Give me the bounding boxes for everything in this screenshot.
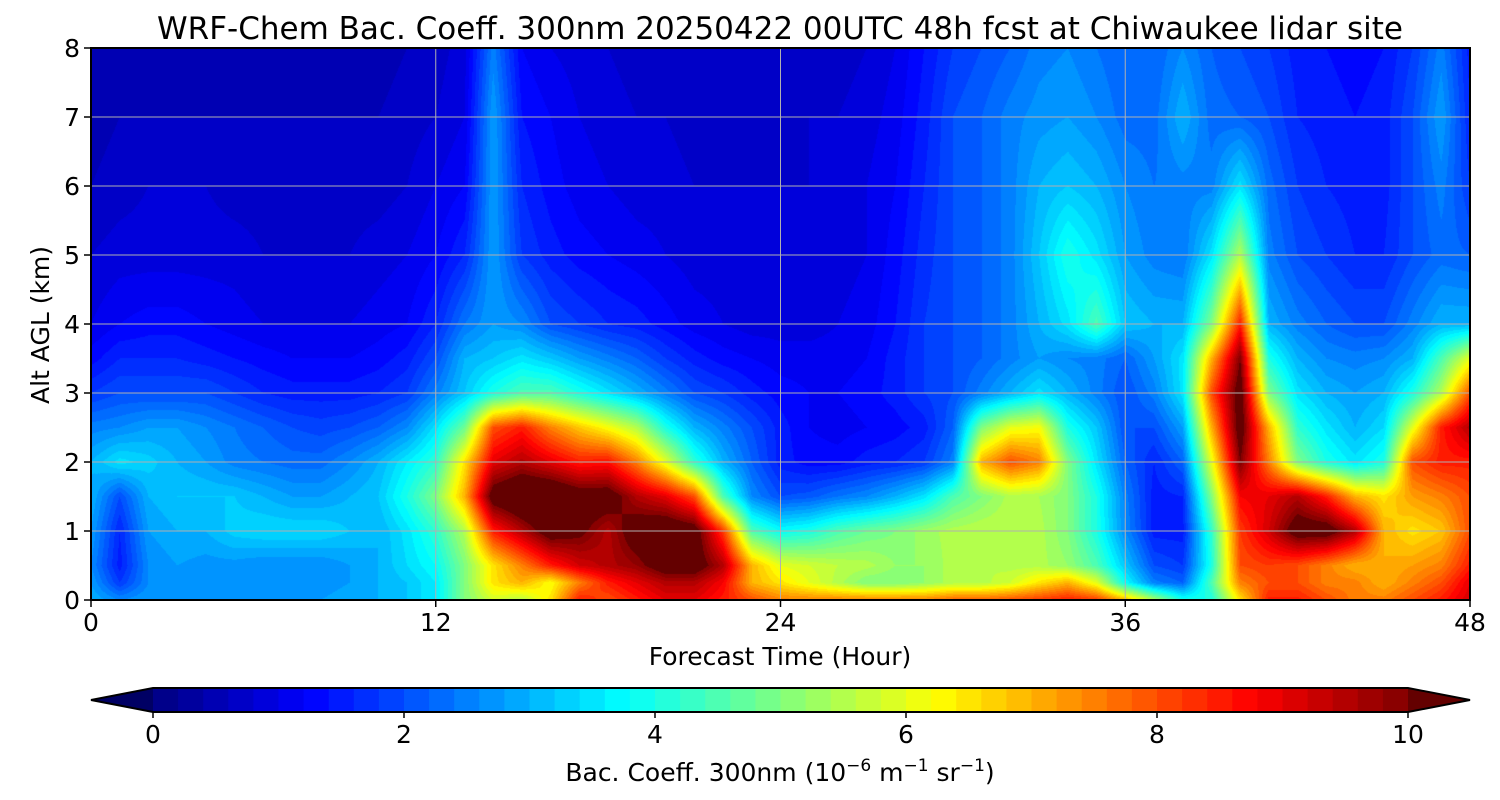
colorbar-segment [880,688,907,712]
colorbar-segment [1282,688,1309,712]
colorbar-tick-label: 10 [1392,720,1424,749]
colorbar-extend-high [1408,688,1470,712]
y-tick-label: 8 [64,34,80,63]
colorbar-segment [203,688,229,712]
x-axis-label: Forecast Time (Hour) [649,642,912,671]
colorbar-segment [579,688,606,712]
x-tick-label: 24 [765,608,797,637]
colorbar-extend-low [91,688,153,712]
colorbar-segment [1382,688,1409,712]
colorbar-segment [1182,688,1208,712]
y-tick-label: 1 [64,517,80,546]
colorbar-segment [1006,688,1033,712]
colorbar-tick-label: 2 [396,720,412,749]
colorbar-segment [454,688,480,712]
colorbar-segment [153,688,179,712]
y-tick-label: 7 [64,103,80,132]
y-tick-label: 3 [64,379,80,408]
colorbar-segment [1332,688,1359,712]
colorbar-segment [554,688,581,712]
y-tick-label: 2 [64,448,80,477]
grid-lines [91,48,1470,600]
colorbar-tick-label: 4 [647,720,663,749]
y-axis-ticks: 0 1 2 3 4 5 6 7 8 [64,34,91,615]
colorbar-segment [1207,688,1233,712]
colorbar-segment [529,688,556,712]
colorbar-segment [629,688,656,712]
colorbar-segment [906,688,932,712]
y-axis-label: Alt AGL (km) [26,246,55,404]
colorbar-tick-label: 8 [1149,720,1165,749]
x-tick-label: 12 [420,608,452,637]
x-tick-label: 0 [83,608,99,637]
colorbar-segment [404,688,430,712]
y-tick-label: 4 [64,310,80,339]
y-tick-label: 0 [64,586,80,615]
colorbar-segment [1031,688,1058,712]
colorbar-segment [655,688,681,712]
colorbar-segment [178,688,204,712]
colorbar-segment [855,688,882,712]
colorbar-tick-label: 0 [145,720,161,749]
colorbar-segment [780,688,807,712]
x-tick-label: 36 [1109,608,1141,637]
colorbar-segment [830,688,857,712]
colorbar-segment [1081,688,1108,712]
colorbar-segment [303,688,330,712]
x-axis-ticks: 0 12 24 36 48 [83,600,1486,637]
y-tick-label: 5 [64,241,80,270]
colorbar-segment [1257,688,1284,712]
colorbar-segment [228,688,254,712]
y-tick-label: 6 [64,172,80,201]
colorbar-segment [604,688,631,712]
chart-title: WRF-Chem Bac. Coeff. 300nm 20250422 00UT… [157,11,1403,47]
colorbar [90,687,1471,713]
colorbar-segment [1232,688,1258,712]
colorbar-segment [1357,688,1384,712]
colorbar-segment [353,688,380,712]
colorbar-tick-label: 6 [898,720,914,749]
colorbar-segment [328,688,355,712]
colorbar-segment [1056,688,1083,712]
colorbar-ticks: 0 2 4 6 8 10 [145,712,1424,749]
colorbar-segment [278,688,305,712]
x-tick-label: 48 [1454,608,1486,637]
colorbar-segment [1157,688,1183,712]
colorbar-segment [1131,688,1158,712]
colorbar-segment [931,688,957,712]
colorbar-segment [755,688,782,712]
colorbar-segment [705,688,731,712]
colorbar-segment [956,688,982,712]
colorbar-segment [1106,688,1133,712]
colorbar-segment [504,688,531,712]
colorbar-segment [730,688,756,712]
colorbar-segment [680,688,706,712]
colorbar-segment [805,688,832,712]
colorbar-segment [429,688,455,712]
colorbar-segment [981,688,1007,712]
colorbar-segment [378,688,405,712]
colorbar-segment [479,688,505,712]
colorbar-label: Bac. Coeff. 300nm (10−6 m−1 sr−1) [565,756,994,787]
colorbar-segment [1307,688,1334,712]
colorbar-segment [253,688,280,712]
